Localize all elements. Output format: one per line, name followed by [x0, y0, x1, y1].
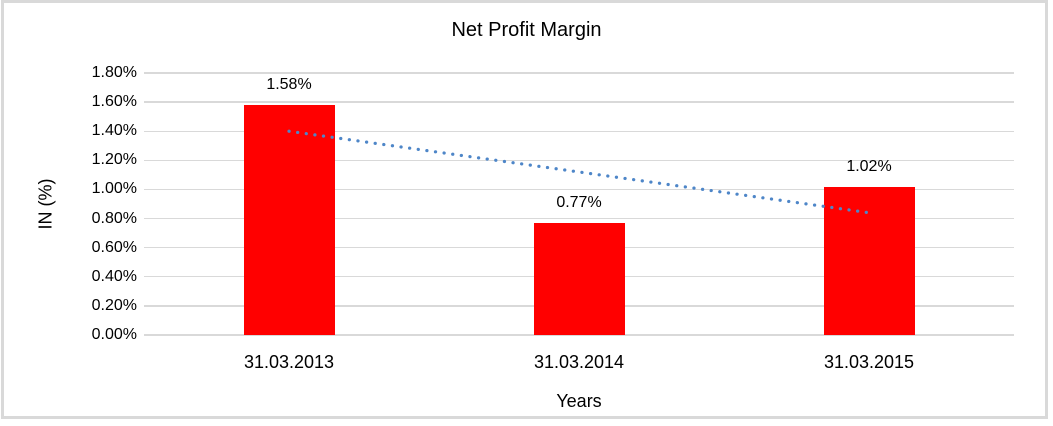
x-category-label: 31.03.2014 — [533, 352, 625, 372]
y-tick-label: 1.80% — [91, 64, 137, 81]
bar-value-label: 0.77% — [556, 193, 602, 211]
bar — [243, 105, 335, 335]
y-tick-label: 0.00% — [91, 326, 137, 343]
y-tick-label: 1.40% — [91, 122, 137, 140]
gridline — [144, 217, 1014, 220]
chart-title: Net Profit Margin — [451, 19, 602, 41]
y-tick-label: 1.60% — [91, 93, 137, 111]
bar-value-label: 1.02% — [846, 157, 892, 175]
y-tick-label: 0.80% — [91, 209, 137, 227]
gridline — [144, 72, 1014, 74]
x-category-label: 31.03.2013 — [243, 352, 335, 372]
y-tick-label: 1.00% — [91, 180, 137, 198]
y-tick-label: 0.40% — [91, 267, 137, 285]
y-tick-label: 0.20% — [91, 296, 137, 314]
x-category-label: 31.03.2015 — [823, 352, 915, 372]
gridline — [144, 101, 1014, 103]
bar — [533, 222, 625, 335]
gridline — [144, 334, 1014, 336]
x-axis-title: Years — [556, 391, 602, 411]
bar-value-label: 1.58% — [266, 76, 312, 94]
y-tick-label: 0.60% — [91, 238, 137, 256]
y-tick-label: 1.20% — [91, 151, 137, 169]
bar — [823, 186, 915, 335]
